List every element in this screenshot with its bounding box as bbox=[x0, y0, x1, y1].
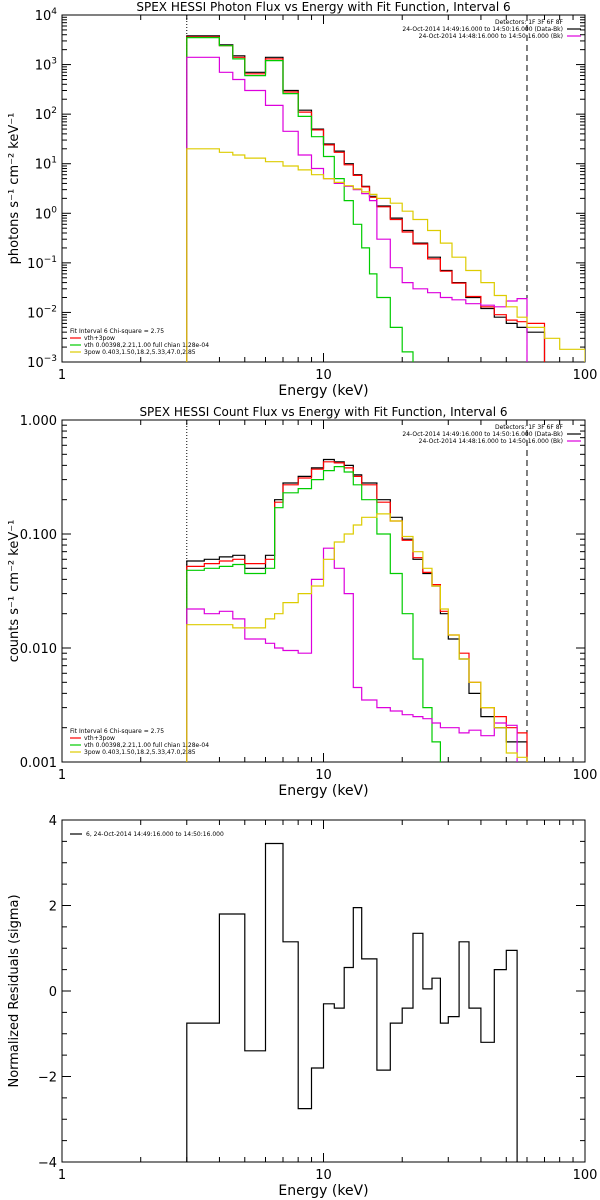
plot-frame bbox=[61, 14, 586, 363]
photon-flux-chart: SPEX HESSI Photon Flux vs Energy with Fi… bbox=[7, 0, 598, 399]
y-tick-label: 104 bbox=[35, 7, 58, 24]
y-tick-label: 10−3 bbox=[27, 354, 57, 371]
y-tick-label: 0 bbox=[49, 985, 57, 1000]
y-tick-base: 10 bbox=[35, 158, 52, 173]
y-tick-label: 2 bbox=[49, 900, 57, 915]
y-tick-label: 10−2 bbox=[27, 304, 57, 321]
y-tick-label: 10−1 bbox=[27, 255, 57, 272]
series-line-2 bbox=[186, 466, 441, 762]
x-tick-label: 10 bbox=[315, 368, 332, 383]
x-tick-label: 1 bbox=[58, 368, 66, 383]
x-axis-label: Energy (keV) bbox=[278, 1183, 368, 1199]
x-tick-label: 100 bbox=[573, 768, 598, 783]
y-tick-base: 10 bbox=[35, 108, 52, 123]
y-tick-exponent: −2 bbox=[44, 304, 57, 314]
y-tick-exponent: 3 bbox=[51, 57, 57, 67]
y-tick-label: −4 bbox=[38, 1156, 57, 1171]
y-tick-label: −2 bbox=[38, 1071, 57, 1086]
y-tick-base: 10 bbox=[27, 356, 44, 371]
series-line-0 bbox=[186, 35, 546, 362]
y-tick-label: 1.000 bbox=[20, 414, 57, 429]
y-tick-label: 102 bbox=[35, 106, 57, 123]
y-axis-label: photons s⁻¹ cm⁻² keV⁻¹ bbox=[7, 113, 22, 265]
y-tick-exponent: 0 bbox=[51, 205, 57, 215]
residuals-chart: 1 10 100 4 2 0 −2 −4 Energy (keV) Normalized Resi… bbox=[7, 814, 598, 1199]
y-tick-label: 100 bbox=[35, 205, 58, 222]
y-tick-label: 0.100 bbox=[20, 528, 57, 543]
y-tick-exponent: 4 bbox=[51, 7, 57, 17]
legend-entry: 24-Oct-2014 14:48:16.000 to 14:50:16.000… bbox=[419, 438, 563, 445]
series-group bbox=[186, 458, 528, 762]
legend-entry: 6, 24-Oct-2014 14:49:16.000 to 14:50:16.… bbox=[86, 831, 224, 838]
series-line-1 bbox=[186, 36, 546, 362]
legend-entry: 3pow 0.403,1.50,18.2,5.33,47.0,2.85 bbox=[84, 749, 196, 756]
y-tick-exponent: −3 bbox=[44, 354, 57, 364]
y-tick-exponent: 1 bbox=[51, 156, 57, 166]
x-tick-label: 1 bbox=[58, 1168, 66, 1183]
legend-entry: Fit Interval 6 Chi-square = 2.75 bbox=[70, 328, 164, 335]
y-tick-base: 10 bbox=[35, 59, 52, 74]
legend-entry: 24-Oct-2014 14:48:16.000 to 14:50:16.000… bbox=[419, 33, 563, 40]
series-line-4 bbox=[186, 513, 528, 762]
chart-title: SPEX HESSI Photon Flux vs Energy with Fi… bbox=[136, 0, 510, 14]
y-tick-base: 10 bbox=[27, 257, 44, 272]
x-tick-label: 10 bbox=[315, 1168, 332, 1183]
y-axis-label: counts s⁻¹ cm⁻² keV⁻¹ bbox=[7, 520, 22, 663]
count-flux-chart: SPEX HESSI Count Flux vs Energy with Fit… bbox=[7, 405, 598, 799]
y-tick-label: 103 bbox=[35, 57, 57, 74]
y-tick-label: 4 bbox=[49, 814, 57, 829]
legend-entry: 24-Oct-2014 14:49:16.000 to 14:50:16.000… bbox=[402, 26, 563, 33]
y-tick-base: 10 bbox=[35, 9, 52, 24]
legend-entry: vth+3pow bbox=[84, 335, 115, 342]
series-group bbox=[186, 35, 585, 362]
legend-entry: Detectors: 1F 3F 6F 8F bbox=[495, 19, 564, 26]
legend-entry: Fit Interval 6 Chi-square = 2.75 bbox=[70, 728, 164, 735]
y-tick-base: 10 bbox=[35, 207, 52, 222]
y-tick-base: 10 bbox=[27, 306, 44, 321]
legend-entry: vth+3pow bbox=[84, 735, 115, 742]
x-tick-label: 100 bbox=[573, 368, 598, 383]
y-axis-label: Normalized Residuals (sigma) bbox=[7, 894, 22, 1087]
y-tick-exponent: −1 bbox=[44, 255, 57, 265]
y-tick-label: 101 bbox=[35, 156, 57, 173]
plot-frame bbox=[61, 819, 586, 1163]
series-line-0 bbox=[186, 842, 518, 1162]
legend-entry: vth 0.00398,2.21,1.00 full chian 1.28e-0… bbox=[84, 342, 209, 349]
series-line-4 bbox=[186, 148, 585, 362]
x-axis-label: Energy (keV) bbox=[278, 383, 368, 399]
series-line-1 bbox=[186, 461, 528, 762]
series-line-0 bbox=[186, 458, 528, 762]
y-tick-label: 0.010 bbox=[20, 642, 57, 657]
series-line-3 bbox=[186, 547, 518, 762]
chart-title: SPEX HESSI Count Flux vs Energy with Fit… bbox=[139, 405, 507, 419]
x-tick-label: 100 bbox=[573, 1168, 598, 1183]
series-line-3 bbox=[186, 56, 528, 362]
x-tick-label: 10 bbox=[315, 768, 332, 783]
series-group bbox=[186, 842, 518, 1162]
legend-entry: 3pow 0.403,1.50,18.2,5.33,47.0,2.85 bbox=[84, 349, 196, 356]
legend-entry: Detectors: 1F 3F 6F 8F bbox=[495, 424, 564, 431]
legend-entry: vth 0.00398,2.21,1.00 full chian 1.28e-0… bbox=[84, 742, 209, 749]
y-tick-exponent: 2 bbox=[51, 106, 57, 116]
x-tick-label: 1 bbox=[58, 768, 66, 783]
series-line-2 bbox=[186, 37, 414, 362]
y-tick-label: 0.001 bbox=[20, 756, 57, 771]
x-axis-label: Energy (keV) bbox=[278, 783, 368, 799]
legend-entry: 24-Oct-2014 14:49:16.000 to 14:50:16.000… bbox=[402, 431, 563, 438]
